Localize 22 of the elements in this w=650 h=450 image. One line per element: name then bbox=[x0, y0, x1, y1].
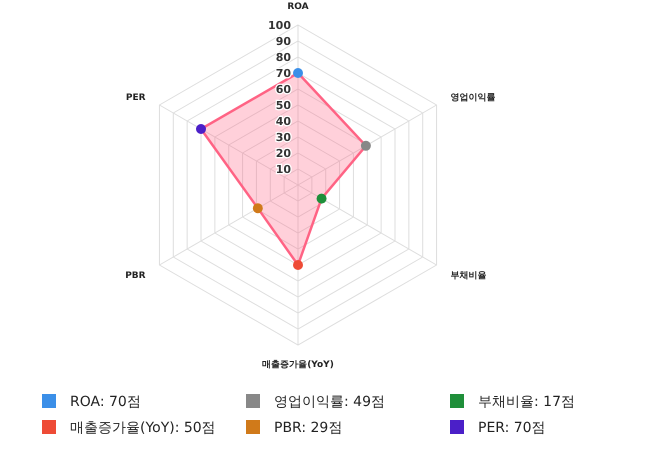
text: PER: 70점 bbox=[478, 420, 546, 436]
y-tick-label: 50 bbox=[276, 99, 292, 112]
text: ROA: 70점 bbox=[70, 394, 141, 410]
spoke-label: PBR bbox=[125, 271, 146, 281]
y-tick-label: 20 bbox=[276, 147, 292, 160]
spoke-label: PER bbox=[126, 93, 146, 103]
y-tick-label: 80 bbox=[276, 51, 292, 64]
y-tick-label: 30 bbox=[276, 131, 292, 144]
y-tick-label: 60 bbox=[276, 83, 292, 96]
text: 매출증가율(YoY): 50점 bbox=[70, 420, 216, 436]
y-tick-label: 70 bbox=[276, 67, 292, 80]
y-tick-label: 100 bbox=[268, 19, 292, 32]
text: PBR: 29점 bbox=[274, 420, 342, 436]
spoke-label: 부채비율 bbox=[450, 271, 486, 281]
y-tick-label: 90 bbox=[276, 35, 292, 48]
spoke-label: ROA bbox=[287, 2, 309, 12]
spoke-label: 매출증가율(YoY) bbox=[262, 359, 334, 370]
text: 부채비율: 17점 bbox=[478, 394, 575, 410]
y-tick-label: 40 bbox=[276, 115, 292, 128]
text: 영업이익률: 49점 bbox=[274, 394, 385, 410]
spoke-label: 영업이익률 bbox=[450, 93, 496, 103]
y-tick-label: 10 bbox=[276, 163, 292, 176]
